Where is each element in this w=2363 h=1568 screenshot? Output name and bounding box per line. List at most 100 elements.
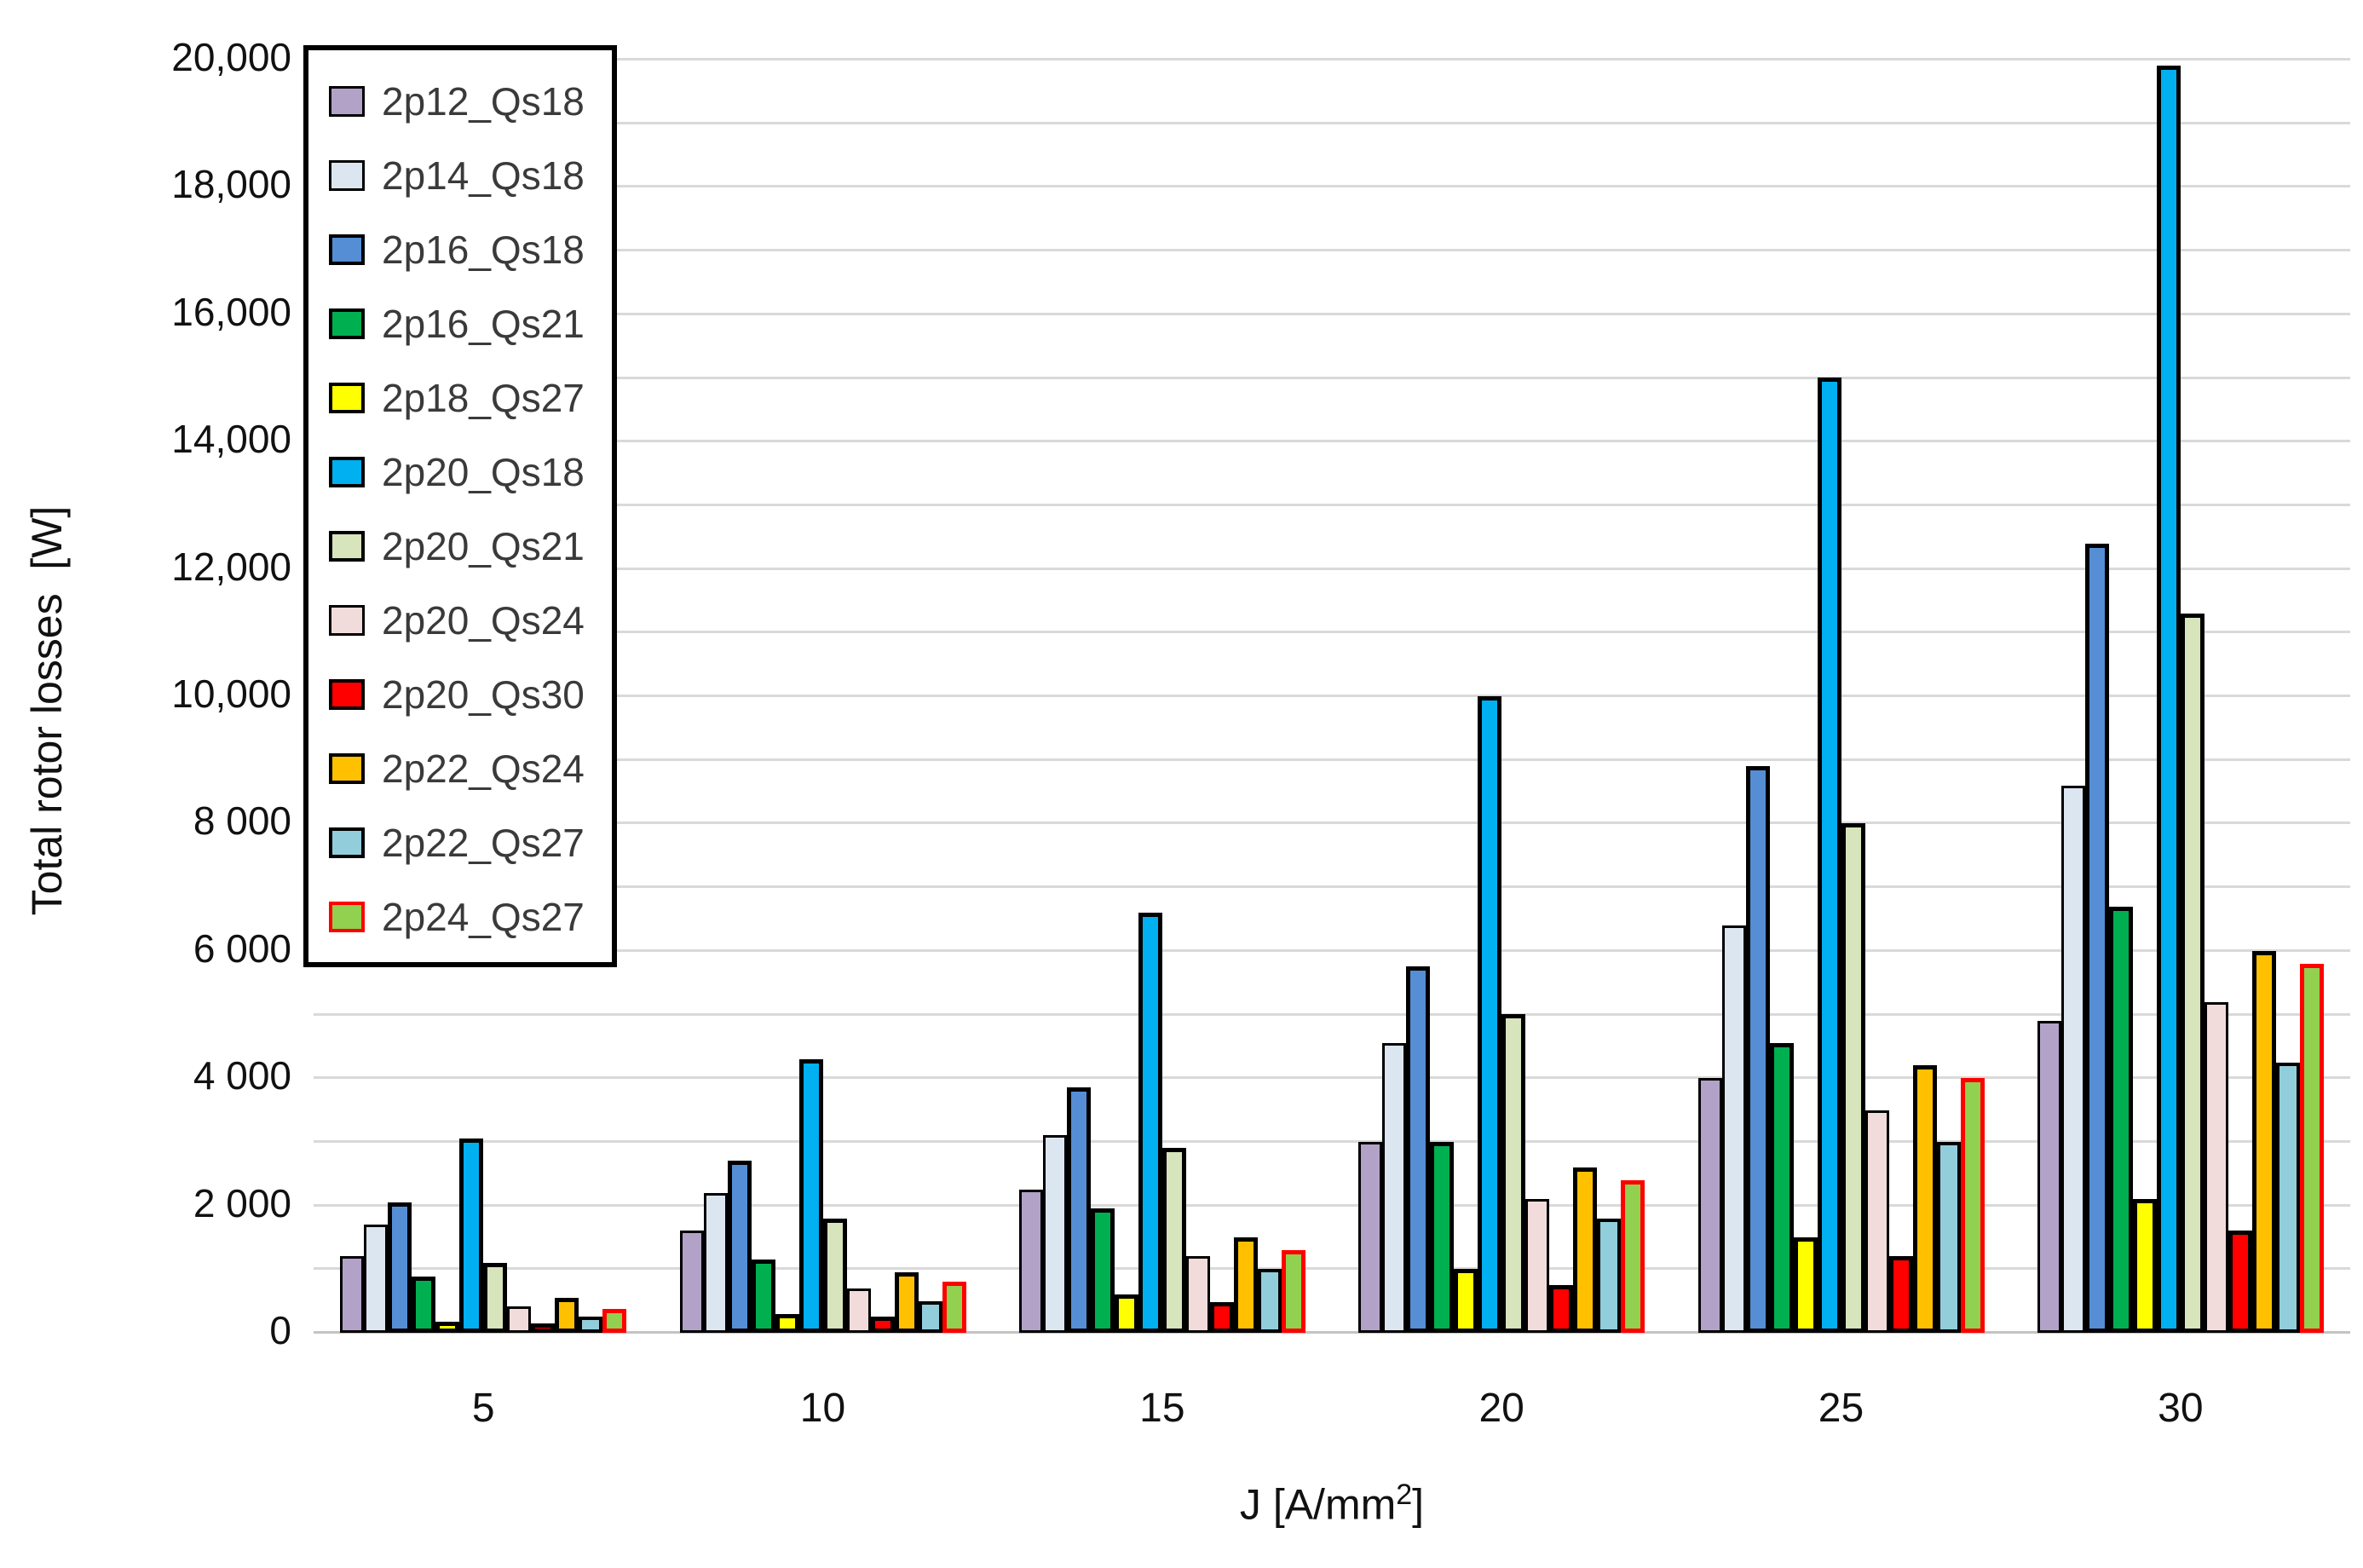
bar-2p18_Qs27-J20 (1454, 1269, 1478, 1333)
bar-2p16_Qs18-J20 (1406, 966, 1431, 1333)
bar-2p18_Qs27-J10 (775, 1314, 799, 1333)
gridline (314, 58, 2350, 61)
gridline (314, 631, 2350, 634)
bar-2p16_Qs21-J15 (1090, 1208, 1115, 1333)
bar-2p22_Qs27-J5 (579, 1317, 603, 1333)
x-axis-tick-label: 15 (1139, 1386, 1185, 1431)
y-axis-tick-label: 8 000 (193, 798, 291, 844)
gridline (314, 695, 2350, 697)
bar-2p20_Qs18-J20 (1478, 696, 1502, 1333)
bar-2p20_Qs24-J10 (846, 1288, 871, 1333)
legend-item-2p20_Qs30: 2p20_Qs30 (329, 657, 612, 731)
bar-group-J15 (1018, 60, 1305, 1333)
legend-item-2p22_Qs27: 2p22_Qs27 (329, 805, 612, 879)
legend-item-2p20_Qs21: 2p20_Qs21 (329, 509, 612, 583)
legend-item-2p20_Qs24: 2p20_Qs24 (329, 583, 612, 657)
gridline (314, 885, 2350, 889)
bar-2p18_Qs27-J5 (435, 1322, 460, 1333)
legend-item-2p20_Qs18: 2p20_Qs18 (329, 435, 612, 509)
gridline (314, 1139, 2350, 1143)
legend-swatch-icon (329, 678, 365, 710)
bar-2p22_Qs24-J20 (1573, 1167, 1598, 1333)
bar-2p20_Qs30-J25 (1888, 1256, 1913, 1333)
legend-label: 2p20_Qs18 (382, 449, 585, 494)
bar-2p16_Qs21-J25 (1769, 1043, 1794, 1333)
y-axis-tick-label: 4 000 (193, 1053, 291, 1098)
bar-2p20_Qs18-J25 (1817, 378, 1841, 1333)
bar-2p16_Qs21-J30 (2108, 907, 2133, 1333)
bar-2p20_Qs24-J20 (1525, 1199, 1550, 1333)
bar-2p20_Qs21-J5 (483, 1263, 508, 1333)
bar-2p16_Qs21-J10 (751, 1260, 775, 1333)
bar-2p14_Qs18-J25 (1721, 925, 1746, 1333)
bar-2p20_Qs24-J5 (507, 1306, 532, 1333)
bar-2p20_Qs18-J30 (2156, 66, 2181, 1333)
gridline (314, 1203, 2350, 1207)
bar-2p20_Qs21-J10 (822, 1219, 847, 1333)
legend-swatch-icon (329, 530, 365, 562)
bar-2p16_Qs18-J30 (2084, 544, 2109, 1333)
x-axis-tick-label: 30 (2158, 1386, 2204, 1431)
gridline (314, 121, 2350, 124)
bar-2p16_Qs21-J20 (1430, 1142, 1455, 1333)
legend-item-2p24_Qs27: 2p24_Qs27 (329, 879, 612, 954)
x-axis-title-bracket: ] (1412, 1480, 1425, 1529)
bar-2p24_Qs27-J15 (1281, 1250, 1305, 1333)
bar-2p22_Qs27-J20 (1597, 1219, 1622, 1333)
bar-2p22_Qs27-J15 (1257, 1269, 1282, 1333)
bar-2p20_Qs18-J10 (798, 1059, 823, 1333)
legend-item-2p14_Qs18: 2p14_Qs18 (329, 138, 612, 212)
bar-2p16_Qs18-J5 (388, 1202, 412, 1333)
bar-2p14_Qs18-J30 (2060, 786, 2085, 1333)
legend-swatch-icon (329, 159, 365, 191)
bar-2p20_Qs18-J15 (1138, 913, 1162, 1333)
bar-2p12_Qs18-J5 (340, 1256, 365, 1333)
y-axis-tick-label: 18,000 (171, 162, 291, 207)
bar-2p24_Qs27-J10 (942, 1282, 966, 1333)
bar-2p18_Qs27-J30 (2132, 1199, 2157, 1333)
x-axis-title-text: J [A/mm (1239, 1480, 1397, 1529)
bar-2p12_Qs18-J15 (1018, 1190, 1043, 1333)
bar-2p20_Qs21-J15 (1161, 1148, 1186, 1333)
gridline (314, 1012, 2350, 1016)
legend-swatch-icon (329, 233, 365, 265)
bar-2p22_Qs27-J10 (918, 1301, 942, 1333)
bar-2p12_Qs18-J25 (1697, 1078, 1722, 1333)
gridline (314, 1267, 2350, 1271)
bar-2p14_Qs18-J5 (364, 1225, 389, 1333)
bar-2p22_Qs24-J25 (1912, 1065, 1937, 1333)
x-axis-title: J [A/mm2] (991, 1479, 1673, 1530)
bar-2p18_Qs27-J25 (1793, 1237, 1818, 1333)
bar-2p16_Qs21-J5 (412, 1277, 436, 1333)
y-axis-tick-label: 14,000 (171, 417, 291, 462)
bar-2p22_Qs24-J30 (2251, 951, 2276, 1333)
y-axis-tick-label: 20,000 (171, 35, 291, 79)
bar-2p16_Qs18-J25 (1745, 766, 1770, 1333)
bar-2p20_Qs30-J5 (531, 1323, 556, 1333)
legend-label: 2p20_Qs21 (382, 523, 585, 568)
bar-2p16_Qs18-J15 (1066, 1087, 1091, 1333)
bar-2p22_Qs27-J25 (1936, 1142, 1961, 1333)
y-axis-tick-label: 0 (269, 1308, 291, 1352)
bar-2p22_Qs24-J10 (894, 1272, 919, 1333)
bar-2p20_Qs24-J15 (1185, 1256, 1210, 1333)
bar-2p24_Qs27-J30 (2299, 964, 2324, 1333)
bar-2p20_Qs30-J30 (2228, 1231, 2252, 1333)
bar-2p20_Qs30-J15 (1209, 1302, 1234, 1333)
y-axis-tick-label: 2 000 (193, 1180, 291, 1225)
legend-swatch-icon (329, 901, 365, 932)
legend-swatch-icon (329, 752, 365, 784)
bar-2p24_Qs27-J25 (1960, 1078, 1985, 1333)
gridline (314, 440, 2350, 443)
y-axis-tick-label: 16,000 (171, 289, 291, 334)
gridline (314, 821, 2350, 825)
bar-group-J5 (340, 60, 627, 1333)
y-axis-tick-label: 10,000 (171, 672, 291, 716)
legend-label: 2p24_Qs27 (382, 894, 585, 939)
legend-label: 2p16_Qs21 (382, 301, 585, 346)
bar-2p24_Qs27-J20 (1621, 1180, 1645, 1333)
bar-2p18_Qs27-J15 (1114, 1294, 1138, 1333)
legend-item-2p16_Qs21: 2p16_Qs21 (329, 286, 612, 360)
legend-label: 2p20_Qs30 (382, 672, 585, 717)
